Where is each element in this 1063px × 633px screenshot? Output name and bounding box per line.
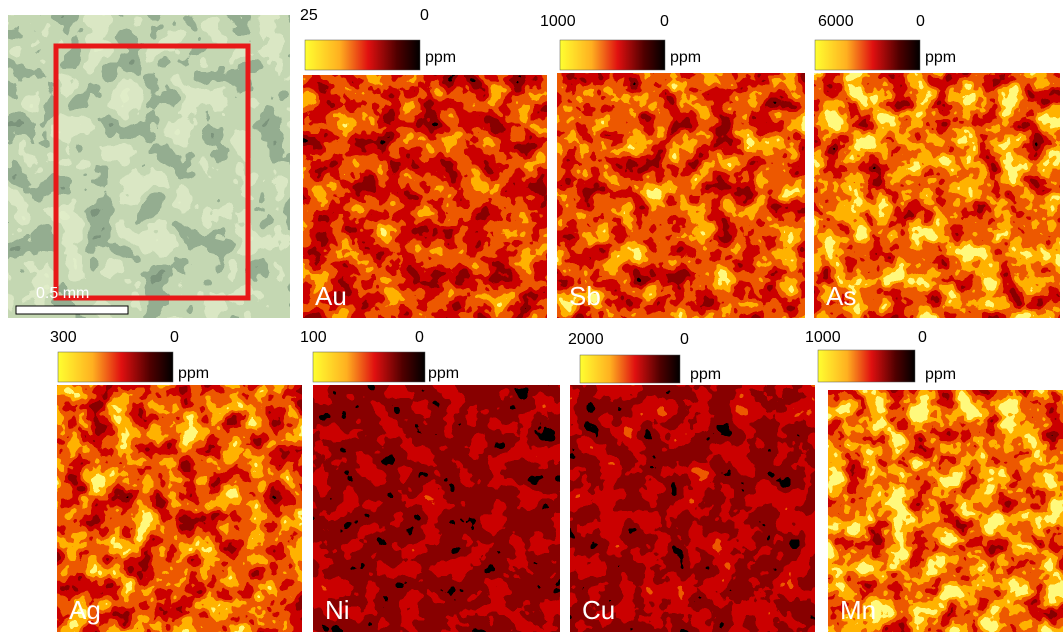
- unit-label: ppm: [428, 365, 459, 382]
- element-label: Au: [315, 281, 347, 311]
- unit-label: ppm: [178, 365, 209, 382]
- element-map: 6000 0 ppm As: [814, 13, 1060, 318]
- color-bar: [815, 40, 920, 70]
- element-label: Ag: [69, 595, 101, 625]
- element-label: As: [826, 281, 856, 311]
- unit-label: ppm: [425, 49, 456, 66]
- color-bar: [305, 40, 420, 70]
- photo-panel: 0.5 mm: [8, 15, 290, 318]
- element-map: 100 0 ppm Ni: [300, 329, 560, 632]
- element-map: 2000 0 ppm Cu: [568, 331, 815, 632]
- element-map: 1000 0 ppm Sb: [540, 13, 805, 318]
- color-bar: [58, 352, 173, 382]
- color-bar: [580, 355, 680, 383]
- element-label: Sb: [569, 281, 601, 311]
- color-bar-min: 0: [420, 7, 429, 24]
- heat-map: [313, 385, 560, 632]
- color-bar: [560, 40, 665, 70]
- color-bar-max: 1000: [540, 13, 576, 30]
- figure: 0.5 mm 250ppmAu10000ppmSb60000ppmAs3000p…: [0, 0, 1063, 633]
- element-map: 300 0 ppm Ag: [50, 329, 302, 632]
- scale-bar: [16, 306, 128, 314]
- color-bar-min: 0: [415, 329, 424, 346]
- unit-label: ppm: [925, 49, 956, 66]
- color-bar-min: 0: [918, 329, 927, 346]
- color-bar-max: 25: [300, 7, 318, 24]
- element-map: 1000 0 ppm Mn: [805, 329, 1063, 632]
- element-label: Mn: [840, 595, 876, 625]
- unit-label: ppm: [925, 366, 956, 383]
- color-bar-min: 0: [660, 13, 669, 30]
- element-map: 25 0 ppm Au: [300, 7, 547, 318]
- color-bar-max: 6000: [818, 13, 854, 30]
- color-bar-max: 1000: [805, 329, 841, 346]
- unit-label: ppm: [690, 366, 721, 383]
- color-bar-min: 0: [916, 13, 925, 30]
- color-bar-min: 0: [680, 331, 689, 348]
- color-bar-max: 100: [300, 329, 327, 346]
- color-bar: [313, 352, 425, 382]
- color-bar-max: 2000: [568, 331, 604, 348]
- element-label: Cu: [582, 595, 615, 625]
- color-bar: [818, 350, 915, 382]
- unit-label: ppm: [670, 49, 701, 66]
- element-label: Ni: [325, 595, 350, 625]
- scale-label: 0.5 mm: [36, 285, 89, 302]
- color-bar-max: 300: [50, 329, 77, 346]
- color-bar-min: 0: [170, 329, 179, 346]
